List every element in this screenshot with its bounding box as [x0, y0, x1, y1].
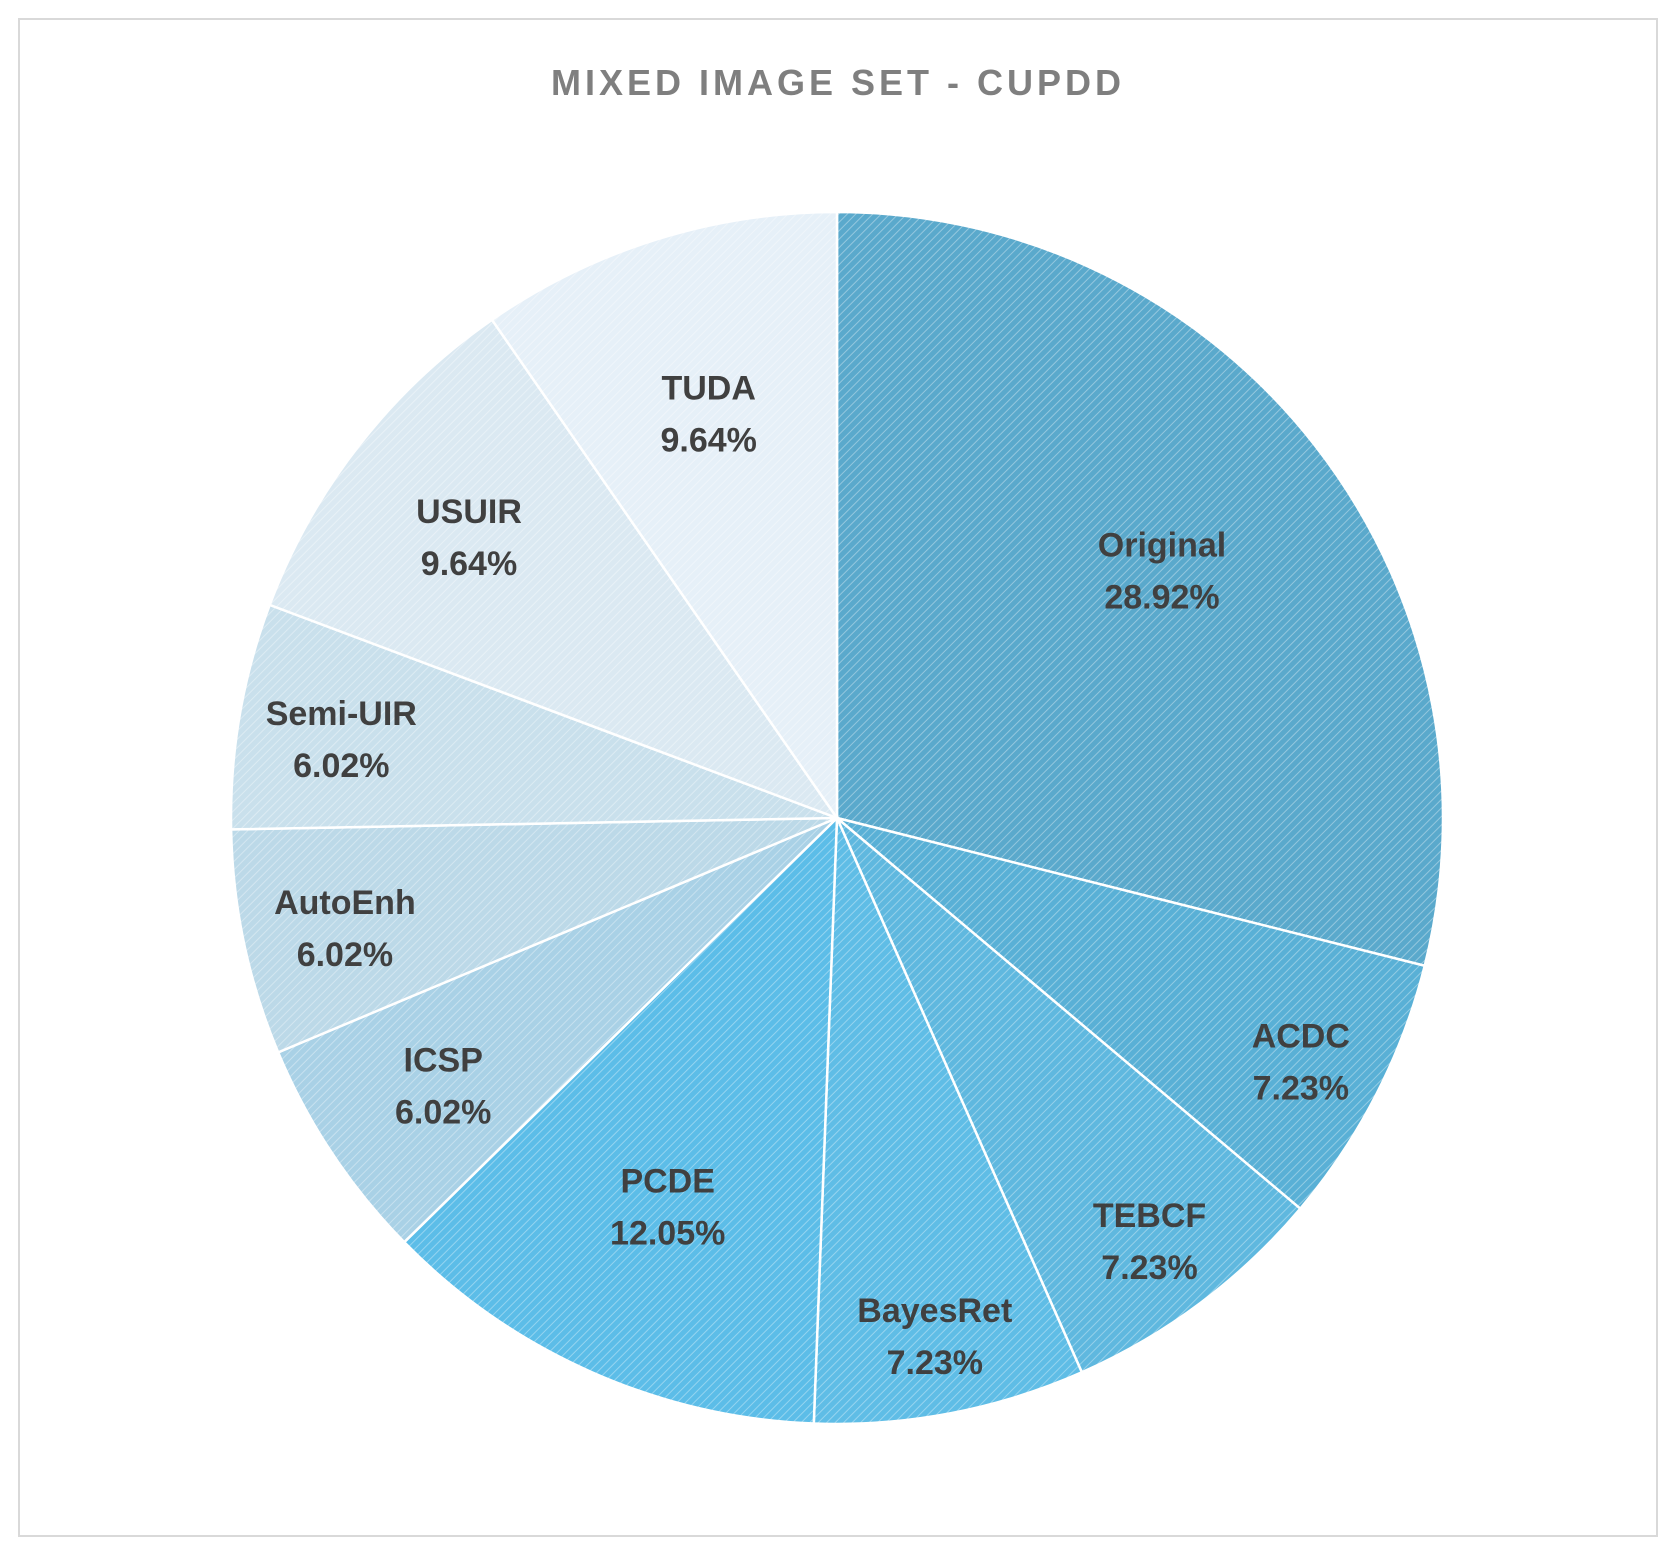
slice-label-usuir: USUIR — [416, 493, 522, 531]
pie-slice-usuir — [268, 318, 841, 821]
slice-label-original: Original — [1098, 527, 1226, 565]
slice-value-usuir: 9.64% — [421, 545, 517, 583]
slice-value-acdc: 7.23% — [1253, 1070, 1349, 1108]
pie-slice-tuda — [490, 210, 839, 823]
pie-slice-original — [835, 210, 1445, 968]
pie-slice-semi-uir — [229, 603, 838, 831]
pie-slice-pcde — [402, 814, 839, 1425]
pie-slice-autoenh — [229, 816, 838, 1055]
slice-value-bayesret: 7.23% — [887, 1344, 983, 1382]
slice-label-semi-uir: Semi-UIR — [266, 695, 417, 733]
pie-slice-icsp — [276, 816, 838, 1244]
slice-label-acdc: ACDC — [1252, 1018, 1350, 1056]
slice-value-original: 28.92% — [1104, 579, 1219, 617]
slice-label-tuda: TUDA — [661, 369, 755, 407]
slice-value-tuda: 9.64% — [660, 421, 756, 459]
slice-value-autoenh: 6.02% — [297, 936, 393, 974]
pie-slice-bayesret — [812, 817, 1084, 1426]
slice-value-icsp: 6.02% — [395, 1094, 491, 1132]
pie-slice-acdc — [836, 816, 1427, 1211]
slice-value-pcde: 12.05% — [610, 1214, 725, 1252]
pie-slice-tebcf — [835, 817, 1303, 1374]
slice-label-bayesret: BayesRet — [857, 1292, 1012, 1330]
slice-label-icsp: ICSP — [404, 1042, 483, 1080]
slice-label-pcde: PCDE — [620, 1162, 714, 1200]
slice-value-tebcf: 7.23% — [1101, 1249, 1197, 1287]
slice-label-autoenh: AutoEnh — [274, 884, 416, 922]
slice-value-semi-uir: 6.02% — [293, 747, 389, 785]
chart-title: MIXED IMAGE SET - CUPDD — [550, 62, 1126, 103]
slice-label-tebcf: TEBCF — [1093, 1197, 1206, 1235]
